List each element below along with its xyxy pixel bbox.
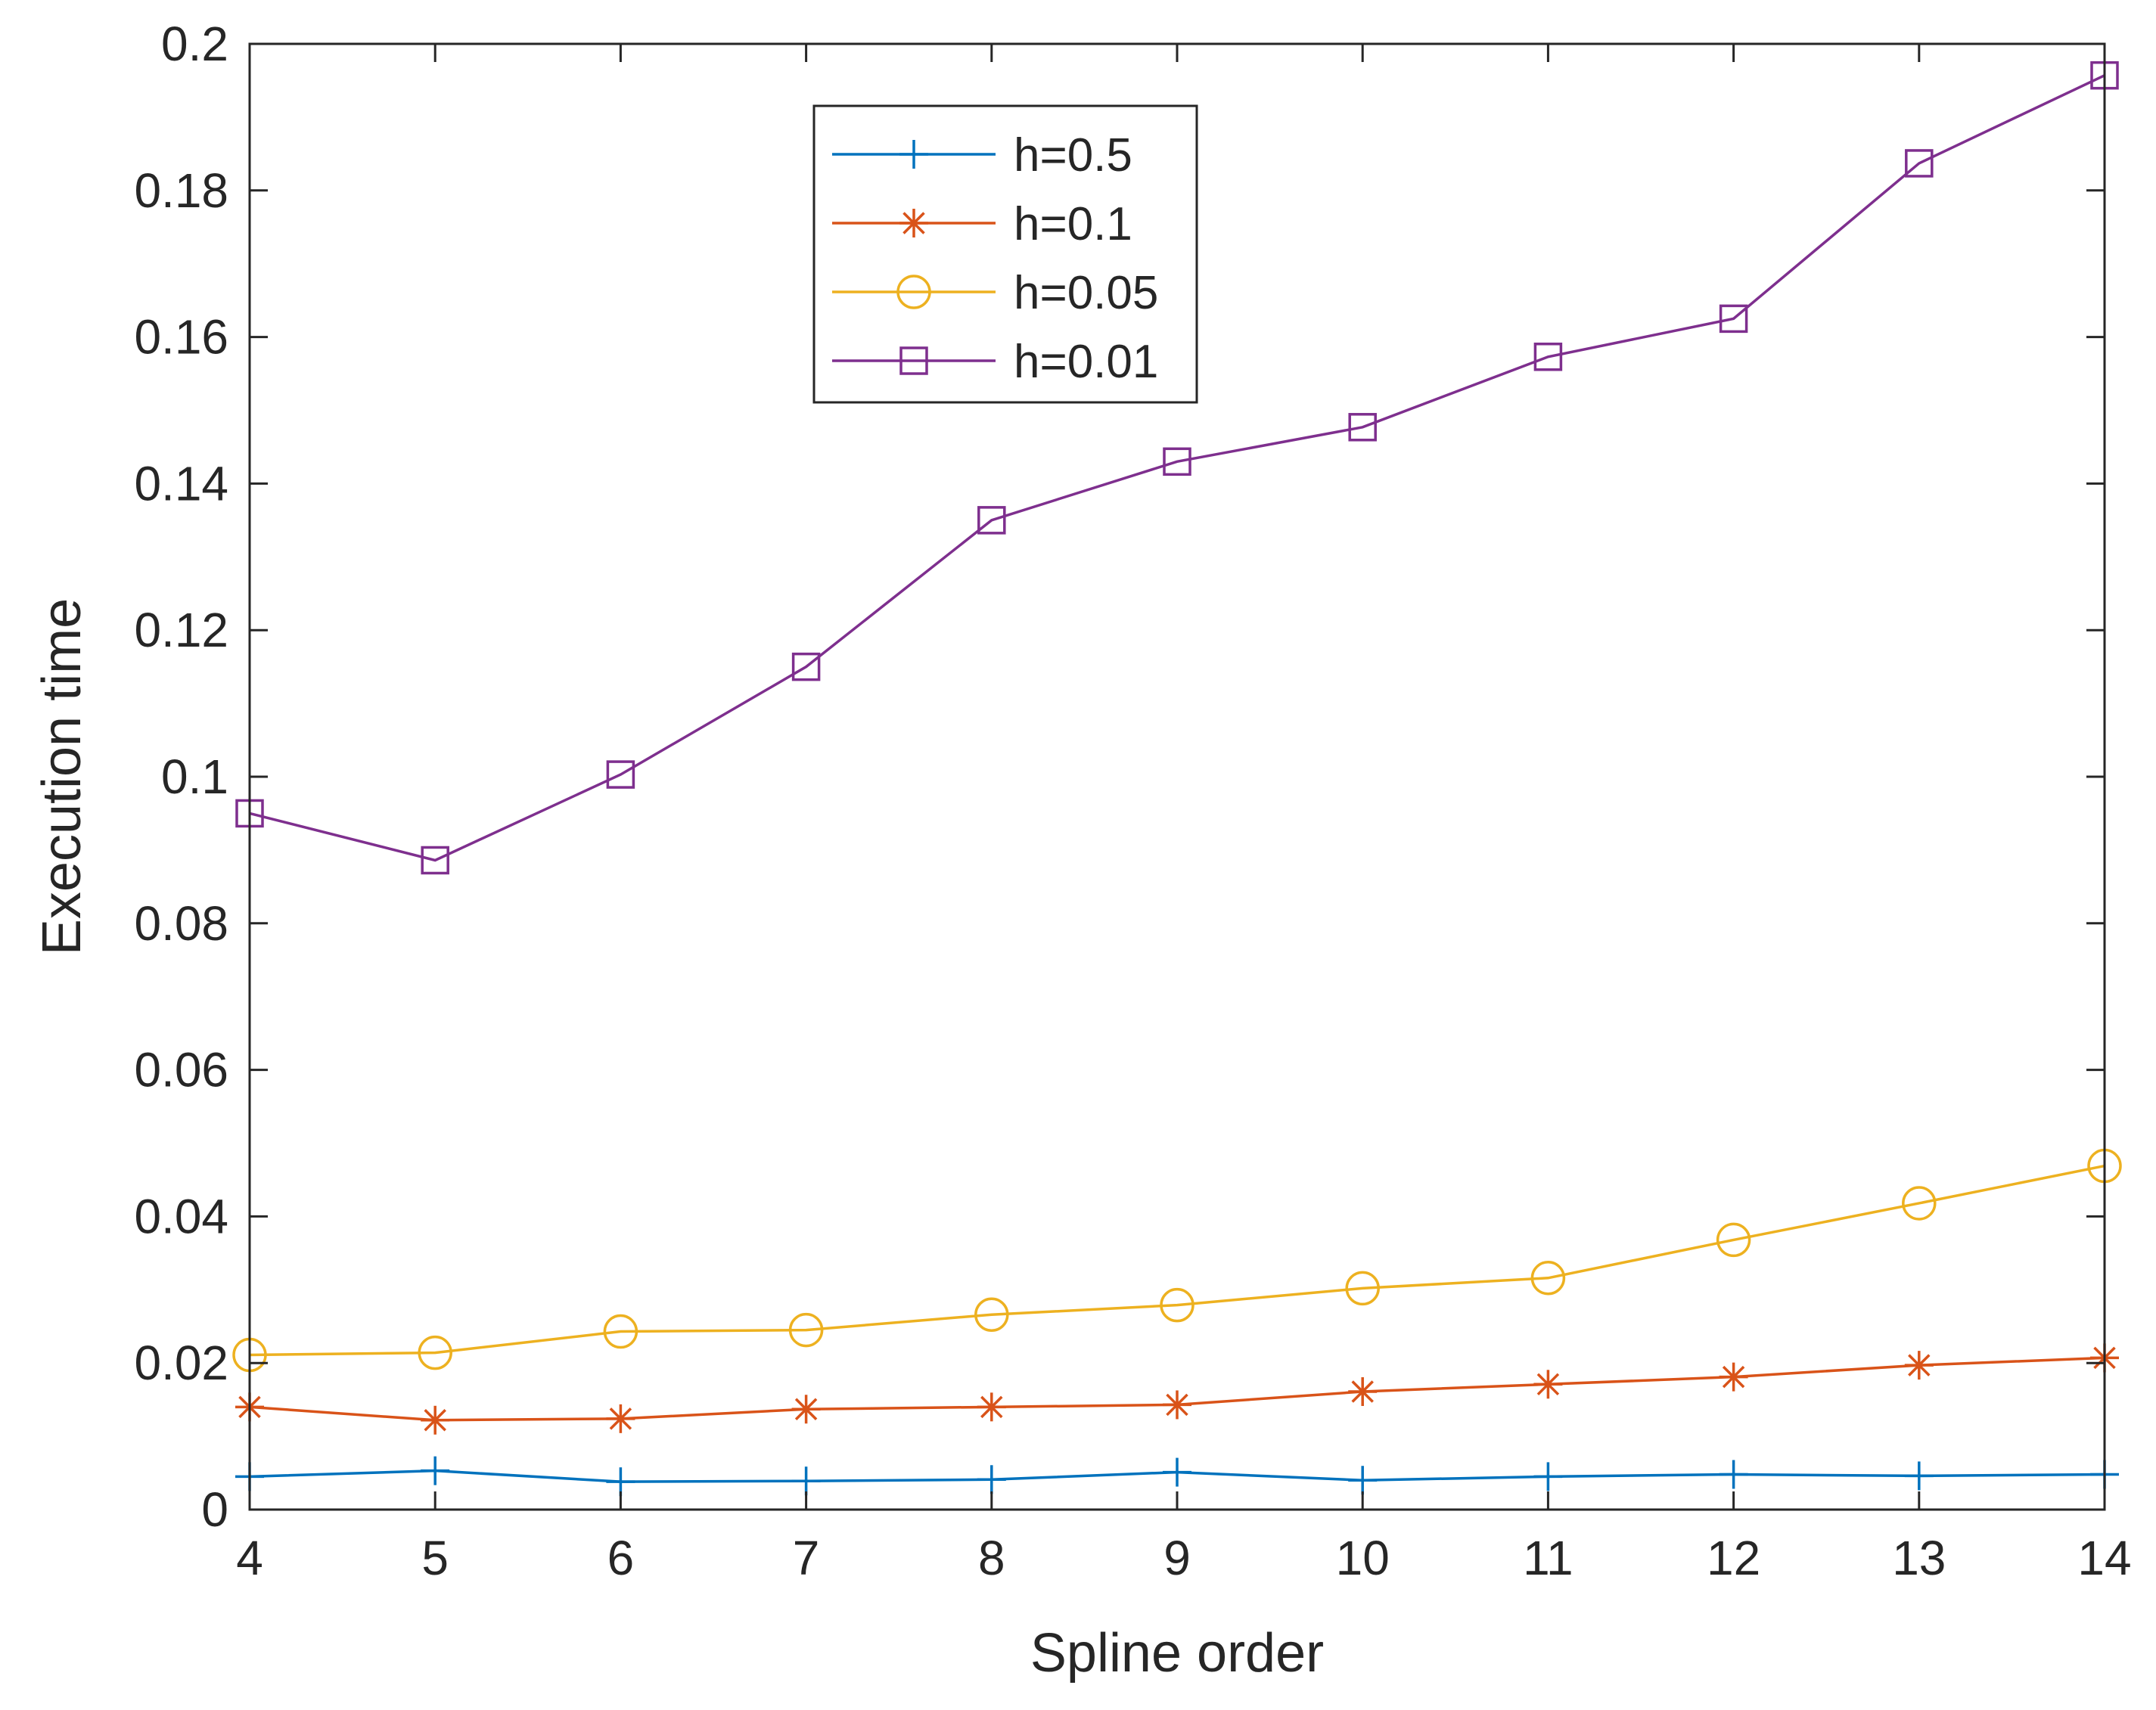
data-point-h=0.05-10 — [1345, 1271, 1380, 1306]
data-point-h=0.1-11 — [1533, 1370, 1563, 1399]
y-tick-label: 0.2 — [161, 17, 228, 71]
x-tick-label: 4 — [236, 1531, 263, 1585]
legend-entry-h=0.5: h=0.5 — [832, 129, 1132, 182]
axes-layer: 4 5 6 7 8 9 10 11 12 13 14 0 0.02 0.04 0.06 0.08 0.1 0.12… — [134, 17, 2131, 1585]
legend-label: h=0.05 — [1014, 267, 1158, 319]
x-axis-label: Spline order — [1030, 1623, 1324, 1684]
data-point-h=0.5-7 — [791, 1466, 821, 1496]
data-point-h=0.5-13 — [1904, 1461, 1934, 1491]
data-point-h=0.1-6 — [606, 1404, 635, 1433]
y-axis-label: Execution time — [32, 598, 92, 955]
x-tick-label: 13 — [1892, 1531, 1946, 1585]
data-point-h=0.05-9 — [1160, 1287, 1194, 1323]
data-point-h=0.5-9 — [1163, 1457, 1191, 1487]
data-point-h=0.5-12 — [1719, 1460, 1748, 1489]
legend: h=0.5 h=0.1 h=0.05 h=0.01 — [812, 104, 1198, 404]
x-tick-label: 8 — [978, 1531, 1005, 1585]
data-point-h=0.05-11 — [1530, 1261, 1566, 1296]
data-point-h=0.01-6 — [606, 760, 635, 789]
y-tick-label: 0.04 — [134, 1189, 228, 1243]
data-point-h=0.01-10 — [1348, 413, 1377, 442]
y-tick-label: 0.02 — [134, 1336, 228, 1390]
x-tick-label: 6 — [607, 1531, 635, 1585]
y-tick-label: 0 — [201, 1482, 228, 1537]
legend-marker — [899, 346, 928, 375]
data-point-h=0.5-10 — [1348, 1466, 1378, 1495]
legend-entry-h=0.1: h=0.1 — [832, 198, 1132, 250]
data-point-h=0.01-12 — [1719, 304, 1748, 334]
data-point-h=0.05-13 — [1902, 1186, 1937, 1221]
data-point-h=0.5-8 — [977, 1465, 1006, 1494]
series-h=0.05 — [232, 1148, 2122, 1373]
data-point-h=0.1-8 — [977, 1392, 1006, 1422]
legend-label: h=0.5 — [1014, 129, 1132, 182]
data-point-h=0.01-11 — [1533, 343, 1563, 371]
y-tick-label: 0.06 — [134, 1043, 228, 1097]
x-tick-label: 12 — [1707, 1531, 1760, 1585]
data-point-h=0.01-5 — [421, 846, 449, 875]
data-point-h=0.01-7 — [791, 652, 821, 681]
y-tick-label: 0.14 — [134, 456, 228, 511]
y-tick-label: 0.12 — [134, 603, 228, 657]
y-tick-label: 0.16 — [134, 310, 228, 365]
x-tick-label: 11 — [1523, 1531, 1573, 1585]
y-tick-label: 0.1 — [161, 749, 228, 804]
legend-label: h=0.01 — [1014, 336, 1158, 388]
x-tick-label: 10 — [1336, 1531, 1390, 1585]
legend-marker — [896, 275, 931, 309]
data-point-h=0.05-5 — [418, 1335, 452, 1370]
data-point-h=0.1-10 — [1348, 1376, 1378, 1406]
x-tick-label: 9 — [1163, 1531, 1191, 1585]
series-layer — [232, 61, 2122, 1497]
data-point-h=0.1-13 — [1904, 1351, 1934, 1380]
data-point-h=0.01-9 — [1163, 447, 1191, 476]
data-point-h=0.1-12 — [1719, 1362, 1748, 1392]
y-tick-label: 0.18 — [134, 163, 228, 218]
data-point-h=0.5-6 — [606, 1467, 635, 1497]
x-tick-label: 5 — [421, 1531, 449, 1585]
series-line-h=0.01 — [249, 74, 2105, 862]
data-point-h=0.1-9 — [1163, 1390, 1191, 1420]
legend-entry-h=0.01: h=0.01 — [832, 336, 1158, 388]
y-tick-label: 0.08 — [134, 896, 228, 951]
data-point-h=0.05-6 — [603, 1314, 638, 1349]
data-point-h=0.1-5 — [421, 1405, 450, 1435]
series-h=0.1 — [235, 1343, 2119, 1435]
data-point-h=0.05-12 — [1716, 1222, 1751, 1258]
series-line-h=0.05 — [249, 1164, 2105, 1357]
legend-label: h=0.1 — [1014, 198, 1132, 250]
data-point-h=0.05-8 — [974, 1297, 1009, 1332]
x-tick-label: 7 — [793, 1531, 820, 1585]
x-tick-label: 14 — [2077, 1531, 2131, 1585]
data-point-h=0.01-8 — [977, 506, 1006, 535]
legend-marker — [899, 209, 928, 237]
data-point-h=0.5-11 — [1533, 1462, 1563, 1491]
legend-marker — [899, 140, 928, 169]
data-point-h=0.01-13 — [1905, 149, 1934, 178]
data-point-h=0.5-5 — [421, 1456, 450, 1485]
data-point-h=0.05-7 — [788, 1312, 824, 1348]
legend-entry-h=0.05: h=0.05 — [832, 267, 1158, 319]
data-point-h=0.1-7 — [791, 1395, 821, 1424]
